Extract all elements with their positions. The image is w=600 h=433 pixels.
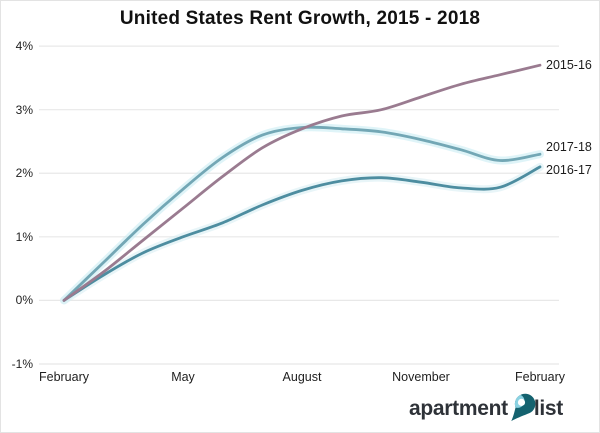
chart-title: United States Rent Growth, 2015 - 2018 bbox=[119, 8, 481, 29]
logo-word-list: list bbox=[533, 396, 563, 420]
y-tick-label: 3% bbox=[15, 102, 33, 117]
logo-word-apartment: apartment bbox=[409, 396, 508, 420]
y-tick-label: -1% bbox=[11, 356, 33, 371]
x-tick-label: August bbox=[282, 370, 322, 384]
x-tick-label: February bbox=[38, 370, 90, 384]
series-line-2017-18 bbox=[62, 125, 542, 302]
series-label-2016-17: 2016-17 bbox=[546, 162, 592, 177]
y-tick-label: 4% bbox=[15, 39, 33, 54]
series-line-2015-16 bbox=[62, 63, 542, 302]
y-tick-label: 1% bbox=[15, 229, 33, 244]
x-tick-label: May bbox=[171, 370, 195, 384]
pin-hole bbox=[517, 398, 525, 406]
series-label-2015-16: 2015-16 bbox=[546, 58, 592, 73]
x-tick-label: November bbox=[392, 370, 450, 384]
map-pin-icon bbox=[511, 393, 536, 422]
series-glow-2015-16 bbox=[64, 65, 540, 300]
x-tick-label: February bbox=[514, 370, 566, 384]
y-tick-label: 0% bbox=[15, 293, 33, 308]
series-label-2017-18: 2017-18 bbox=[546, 140, 592, 155]
brand-logo: apartment list bbox=[409, 392, 563, 425]
series-line-2016-17 bbox=[62, 165, 542, 302]
y-tick-label: 2% bbox=[15, 166, 33, 181]
